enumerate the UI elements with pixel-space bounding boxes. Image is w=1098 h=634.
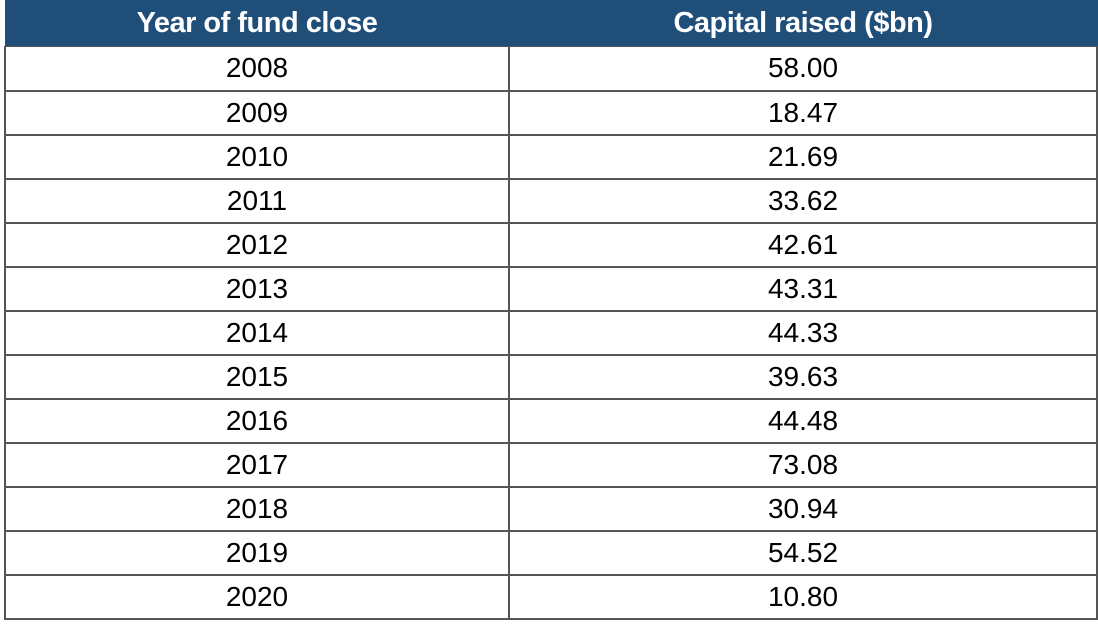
header-row: Year of fund close Capital raised ($bn) [4,0,1098,47]
column-header-capital-raised: Capital raised ($bn) [508,0,1098,47]
cell-capital-raised: 33.62 [508,177,1098,224]
cell-capital-raised: 44.33 [508,309,1098,356]
cell-year: 2014 [4,309,510,356]
capital-raised-table: Year of fund close Capital raised ($bn) … [4,0,1098,620]
table-row: 2011 33.62 [4,177,1098,224]
cell-capital-raised: 39.63 [508,353,1098,400]
table-row: 2016 44.48 [4,397,1098,444]
cell-capital-raised: 58.00 [508,46,1098,92]
table-row: 2015 39.63 [4,353,1098,400]
cell-year: 2013 [4,265,510,312]
capital-raised-table-container: Year of fund close Capital raised ($bn) … [4,0,1098,620]
table-row: 2009 18.47 [4,89,1098,136]
cell-year: 2018 [4,485,510,532]
cell-year: 2015 [4,353,510,400]
cell-year: 2012 [4,221,510,268]
cell-year: 2009 [4,89,510,136]
cell-year: 2020 [4,573,510,620]
table-row: 2017 73.08 [4,441,1098,488]
cell-capital-raised: 42.61 [508,221,1098,268]
cell-year: 2008 [4,46,510,92]
cell-year: 2011 [4,177,510,224]
table-row: 2010 21.69 [4,133,1098,180]
table-row: 2018 30.94 [4,485,1098,532]
cell-capital-raised: 43.31 [508,265,1098,312]
cell-capital-raised: 21.69 [508,133,1098,180]
cell-year: 2017 [4,441,510,488]
cell-year: 2016 [4,397,510,444]
cell-capital-raised: 54.52 [508,529,1098,576]
table-row: 2019 54.52 [4,529,1098,576]
cell-capital-raised: 73.08 [508,441,1098,488]
table-body: 2008 58.00 2009 18.47 2010 21.69 2011 33.62 2012… [4,46,1098,620]
cell-capital-raised: 30.94 [508,485,1098,532]
table-header: Year of fund close Capital raised ($bn) [4,0,1098,47]
cell-capital-raised: 44.48 [508,397,1098,444]
table-row: 2013 43.31 [4,265,1098,312]
table-row: 2012 42.61 [4,221,1098,268]
cell-year: 2019 [4,529,510,576]
cell-year: 2010 [4,133,510,180]
cell-capital-raised: 10.80 [508,573,1098,620]
table-row: 2014 44.33 [4,309,1098,356]
cell-capital-raised: 18.47 [508,89,1098,136]
table-row: 2020 10.80 [4,573,1098,620]
column-header-year: Year of fund close [4,0,510,47]
table-row: 2008 58.00 [4,46,1098,92]
